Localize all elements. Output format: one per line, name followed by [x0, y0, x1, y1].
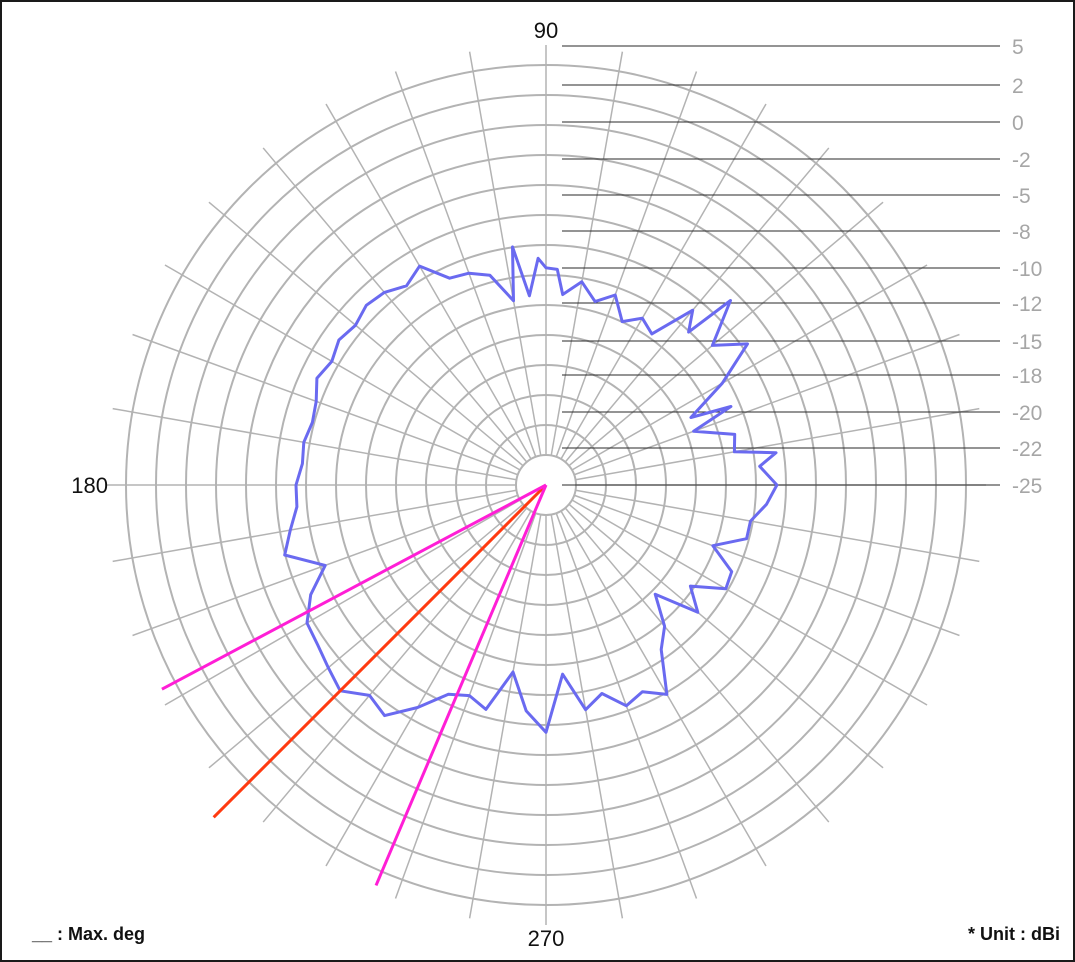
radial-tick-label: -8 — [1012, 221, 1031, 244]
bound-line-upper — [374, 484, 548, 887]
radial-tick-label: -18 — [1012, 365, 1042, 388]
radial-tick-label: -2 — [1012, 149, 1031, 172]
grid-spoke — [394, 512, 537, 899]
grid-spoke — [262, 507, 528, 823]
grid-spoke — [112, 489, 517, 563]
radiation-pattern-trace — [283, 245, 779, 734]
max-deg-legend: __ : Max. deg — [31, 924, 145, 944]
grid-spoke — [571, 264, 928, 471]
pattern-layer — [283, 245, 779, 734]
grid-spoke — [550, 514, 624, 919]
radial-tick-label: -22 — [1012, 438, 1042, 461]
grid-spoke — [573, 333, 960, 476]
radial-tick-label: -20 — [1012, 402, 1042, 425]
grid-spoke — [208, 503, 524, 769]
grid-spoke — [112, 407, 517, 481]
grid-spoke — [573, 494, 960, 637]
labels: 90 180 270 __ : Max. deg * Unit : dBi — [31, 18, 1060, 951]
direction-lines — [161, 483, 548, 887]
grid-spoke — [468, 51, 542, 456]
radial-tick-label: 0 — [1012, 112, 1024, 135]
grid-spoke — [164, 264, 521, 471]
angle-label-270: 270 — [528, 926, 565, 951]
grid-spoke — [550, 51, 624, 456]
grid-spoke — [571, 499, 928, 706]
grid-spoke — [468, 514, 542, 919]
radial-tick-label: 5 — [1012, 36, 1024, 59]
grid-spoke — [560, 103, 767, 460]
angle-label-90: 90 — [534, 18, 558, 43]
grid-spoke — [575, 489, 980, 563]
bound-line-lower — [161, 483, 547, 691]
radial-tick-label: -10 — [1012, 258, 1042, 281]
unit-note: * Unit : dBi — [968, 924, 1060, 944]
grid-spoke — [325, 510, 532, 867]
grid-spoke — [208, 201, 524, 467]
radial-tick-label: -25 — [1012, 475, 1042, 498]
grid-spoke — [568, 201, 884, 467]
radial-tick-label: -15 — [1012, 331, 1042, 354]
grid-spoke — [555, 71, 698, 458]
grid-spoke — [568, 503, 884, 769]
max-direction-line — [212, 483, 548, 819]
angle-label-180: 180 — [71, 473, 108, 498]
grid-spoke — [394, 71, 537, 458]
grid-spoke — [262, 147, 528, 463]
radial-tick-label: 2 — [1012, 75, 1024, 98]
grid-spoke — [132, 333, 519, 476]
radial-tick-label: -12 — [1012, 293, 1042, 316]
grid-spoke — [575, 407, 980, 481]
grid-spoke — [560, 510, 767, 867]
radial-tick-label: -5 — [1012, 185, 1031, 208]
radial-tick-lines: 5 2 0 -2 -5 -8 -10 -12 -15 -18 -20 -22 -25 — [562, 36, 1042, 498]
grid-spoke — [564, 507, 830, 823]
grid-spoke — [325, 103, 532, 460]
grid-spoke — [164, 499, 521, 706]
grid-spoke — [564, 147, 830, 463]
